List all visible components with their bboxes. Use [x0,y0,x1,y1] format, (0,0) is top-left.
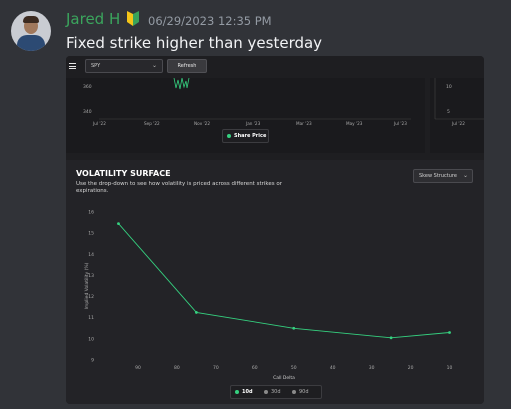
y-tick-label: 13 [88,273,94,279]
message-text: Fixed strike higher than yesterday [66,34,323,52]
legend-item-30d[interactable]: 30d [264,389,281,395]
price-x-tick: Mar '23 [296,121,312,126]
series-points-10d [117,222,451,340]
price-x-tick: Sep '22 [144,121,160,126]
price-x-tick: Jul '22 [92,121,106,126]
legend-item-90d[interactable]: 90d [292,389,309,395]
price-y-tick: 360 [83,84,92,90]
embedded-screenshot[interactable]: SPY ⌄ Refresh 360 340 Jul '22 Sep '22 No… [66,56,484,404]
share-price-legend[interactable]: Share Price [222,129,269,143]
data-point-10d [448,331,451,334]
skew-structure-value: Skew Structure [419,173,457,179]
x-tick-label: 40 [330,365,336,371]
username[interactable]: Jared H [66,10,121,28]
y-tick-label: 12 [88,294,94,300]
legend-label: 30d [271,389,281,395]
x-tick-label: 60 [252,365,258,371]
chevron-down-icon: ⌄ [462,172,468,179]
x-tick-label: 50 [291,365,297,371]
refresh-button[interactable]: Refresh [167,59,207,73]
x-ticks: 90 80 70 60 50 40 30 20 10 [135,365,452,371]
data-point-10d [389,336,393,340]
legend-label: 10d [242,389,253,395]
avatar-hair [23,16,39,23]
legend-item-10d[interactable]: 10d [235,389,253,395]
beginner-badge-icon [127,11,139,26]
y-tick-label: 14 [88,252,94,258]
data-point-10d [292,326,296,330]
vol-description: Use the drop-down to see how volatility … [76,181,283,194]
price-x-tick: Nov '22 [194,121,210,126]
legend-label: Share Price [234,133,267,139]
x-tick-label: 70 [213,365,219,371]
toolbar: SPY ⌄ Refresh [66,56,484,78]
x-tick-label: 80 [174,365,180,371]
price-x-tick: Jul '23 [393,121,407,126]
price-x-tick: Jan '23 [245,121,261,126]
skew-structure-select[interactable]: Skew Structure ⌄ [413,169,473,183]
y-ticks: 16 15 14 13 12 11 10 9 [88,210,94,364]
legend-dot [292,389,296,394]
series-line-10d [118,223,450,339]
x-tick-label: 20 [408,365,414,371]
x-tick-label: 30 [369,365,375,371]
ticker-select[interactable]: SPY ⌄ [85,59,163,73]
y-tick-label: 15 [88,231,94,237]
price-y-tick: 340 [83,109,92,115]
vol-legend[interactable]: 10d 30d 90d [230,385,322,399]
volatility-surface-panel: VOLATILITY SURFACE Use the drop-down to … [66,160,484,404]
ticker-value: SPY [91,63,101,69]
secondary-y-tick: 5 [447,109,450,115]
volatility-chart: Implied Volatility (%) Call Delta 16 15 14… [84,210,453,382]
message-timestamp: 06/29/2023 12:35 PM [148,14,272,28]
vol-title: VOLATILITY SURFACE [76,169,171,178]
y-tick-label: 10 [88,336,94,342]
y-tick-label: 16 [88,210,94,216]
price-x-tick: May '23 [346,121,363,126]
chevron-down-icon: ⌄ [151,62,157,69]
x-tick-label: 10 [447,365,453,371]
legend-dot [235,389,239,394]
secondary-x-tick: Jul '22 [451,121,465,126]
y-axis-label: Implied Volatility (%) [84,262,90,309]
legend-dot [227,133,231,138]
user-avatar[interactable] [11,11,51,51]
secondary-chart-panel: 10 5 Jul '22 [430,78,484,153]
share-price-panel: 360 340 Jul '22 Sep '22 Nov '22 Jan '23 … [66,78,425,153]
hamburger-menu-icon[interactable] [69,63,76,69]
share-price-line [173,78,190,90]
secondary-chart: 10 5 Jul '22 [434,78,484,126]
legend-item-share-price[interactable]: Share Price [227,133,266,139]
share-price-chart: 360 340 Jul '22 Sep '22 Nov '22 Jan '23 … [83,78,411,126]
y-tick-label: 9 [91,358,94,364]
data-point-10d [194,311,198,314]
x-axis-label: Call Delta [273,375,295,381]
y-tick-label: 11 [88,315,94,321]
secondary-y-tick: 10 [446,84,452,90]
data-point-10d [117,222,120,226]
avatar-body [17,35,45,51]
legend-dot [264,389,268,394]
legend-label: 90d [299,389,309,395]
x-tick-label: 90 [135,365,141,371]
